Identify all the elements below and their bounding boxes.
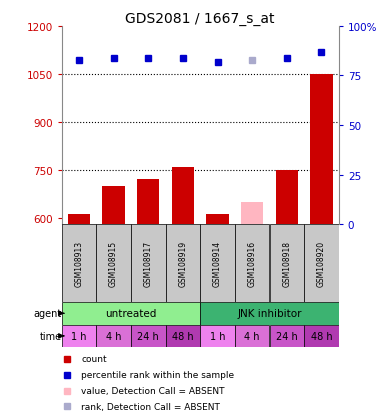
Bar <box>200 225 235 302</box>
Bar <box>68 215 90 225</box>
Text: GSM108920: GSM108920 <box>317 240 326 286</box>
Bar <box>241 202 263 225</box>
Bar <box>62 325 96 347</box>
Text: count: count <box>81 354 107 363</box>
Text: GSM108918: GSM108918 <box>282 240 291 286</box>
Bar <box>62 225 96 302</box>
Bar <box>235 225 270 302</box>
Title: GDS2081 / 1667_s_at: GDS2081 / 1667_s_at <box>126 12 275 26</box>
Text: value, Detection Call = ABSENT: value, Detection Call = ABSENT <box>81 386 224 395</box>
Bar <box>131 225 166 302</box>
Bar <box>304 225 339 302</box>
Bar <box>270 225 304 302</box>
Text: time: time <box>40 331 62 341</box>
Bar <box>206 215 229 225</box>
Text: GSM108914: GSM108914 <box>213 240 222 286</box>
Bar <box>131 325 166 347</box>
Text: rank, Detection Call = ABSENT: rank, Detection Call = ABSENT <box>81 402 220 411</box>
Bar <box>172 167 194 225</box>
Text: GSM108919: GSM108919 <box>178 240 187 286</box>
Text: JNK inhibitor: JNK inhibitor <box>237 309 302 318</box>
Bar <box>96 325 131 347</box>
Bar <box>96 225 131 302</box>
Text: 24 h: 24 h <box>137 331 159 341</box>
Bar <box>102 186 125 225</box>
Bar <box>235 325 270 347</box>
Text: percentile rank within the sample: percentile rank within the sample <box>81 370 234 379</box>
Text: 1 h: 1 h <box>210 331 225 341</box>
Text: untreated: untreated <box>105 309 157 318</box>
Text: GSM108917: GSM108917 <box>144 240 153 286</box>
Bar <box>166 325 200 347</box>
Bar <box>276 170 298 225</box>
Bar <box>304 325 339 347</box>
Text: 24 h: 24 h <box>276 331 298 341</box>
Bar <box>200 302 339 325</box>
Bar <box>166 225 200 302</box>
Text: 4 h: 4 h <box>106 331 121 341</box>
Bar <box>62 302 200 325</box>
Text: GSM108913: GSM108913 <box>74 240 84 286</box>
Bar <box>137 180 159 225</box>
Bar <box>270 325 304 347</box>
Bar <box>200 325 235 347</box>
Text: GSM108915: GSM108915 <box>109 240 118 286</box>
Text: 48 h: 48 h <box>311 331 332 341</box>
Text: GSM108916: GSM108916 <box>248 240 257 286</box>
Text: agent: agent <box>33 309 62 318</box>
Text: 4 h: 4 h <box>244 331 260 341</box>
Text: 48 h: 48 h <box>172 331 194 341</box>
Bar <box>310 75 333 225</box>
Text: 1 h: 1 h <box>71 331 87 341</box>
